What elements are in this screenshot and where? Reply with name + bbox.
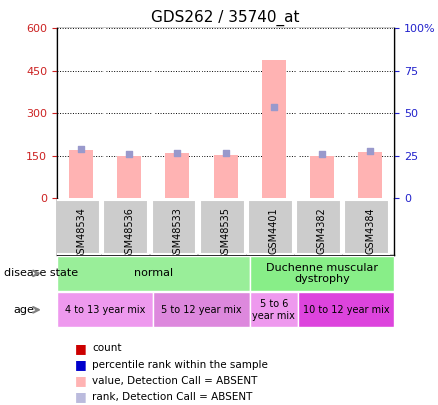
FancyBboxPatch shape	[200, 200, 244, 254]
Bar	[213, 155, 237, 198]
FancyBboxPatch shape	[57, 256, 250, 291]
Text: GSM48534: GSM48534	[76, 207, 86, 260]
Text: ■: ■	[74, 390, 86, 403]
FancyBboxPatch shape	[298, 292, 394, 327]
Text: ■: ■	[74, 342, 86, 355]
Text: GSM4401: GSM4401	[269, 207, 279, 254]
Point	[174, 149, 181, 156]
Bar	[261, 60, 286, 198]
Point	[222, 149, 229, 156]
Text: 5 to 12 year mix: 5 to 12 year mix	[161, 305, 242, 315]
Point	[318, 151, 325, 158]
Text: ■: ■	[74, 374, 86, 387]
Text: rank, Detection Call = ABSENT: rank, Detection Call = ABSENT	[92, 392, 252, 402]
Text: normal: normal	[134, 269, 173, 278]
Text: 10 to 12 year mix: 10 to 12 year mix	[303, 305, 389, 315]
Text: GSM48535: GSM48535	[221, 207, 230, 260]
FancyBboxPatch shape	[55, 200, 100, 254]
Point	[367, 147, 374, 154]
Text: value, Detection Call = ABSENT: value, Detection Call = ABSENT	[92, 376, 258, 386]
FancyBboxPatch shape	[248, 200, 293, 254]
FancyBboxPatch shape	[250, 256, 394, 291]
Text: GSM48536: GSM48536	[124, 207, 134, 260]
FancyBboxPatch shape	[152, 200, 196, 254]
Text: disease state: disease state	[4, 269, 78, 278]
FancyBboxPatch shape	[296, 200, 341, 254]
Text: GSM4384: GSM4384	[365, 207, 375, 254]
Text: GSM48533: GSM48533	[173, 207, 182, 260]
FancyBboxPatch shape	[344, 200, 389, 254]
Bar	[165, 153, 189, 198]
Point	[126, 151, 133, 158]
Point	[78, 146, 85, 152]
FancyBboxPatch shape	[57, 292, 153, 327]
Text: 4 to 13 year mix: 4 to 13 year mix	[65, 305, 145, 315]
Bar	[117, 156, 141, 198]
Text: age: age	[13, 305, 34, 315]
Text: GSM4382: GSM4382	[317, 207, 327, 254]
Text: ■: ■	[74, 358, 86, 371]
Text: 5 to 6
year mix: 5 to 6 year mix	[252, 299, 295, 321]
Point	[270, 103, 277, 110]
Bar	[69, 150, 93, 198]
FancyBboxPatch shape	[153, 292, 250, 327]
Text: Duchenne muscular
dystrophy: Duchenne muscular dystrophy	[266, 262, 378, 284]
Bar	[310, 156, 334, 198]
FancyBboxPatch shape	[250, 292, 298, 327]
Bar	[358, 152, 382, 198]
Title: GDS262 / 35740_at: GDS262 / 35740_at	[151, 9, 300, 26]
Text: count: count	[92, 343, 121, 353]
Text: percentile rank within the sample: percentile rank within the sample	[92, 360, 268, 369]
FancyBboxPatch shape	[103, 200, 148, 254]
